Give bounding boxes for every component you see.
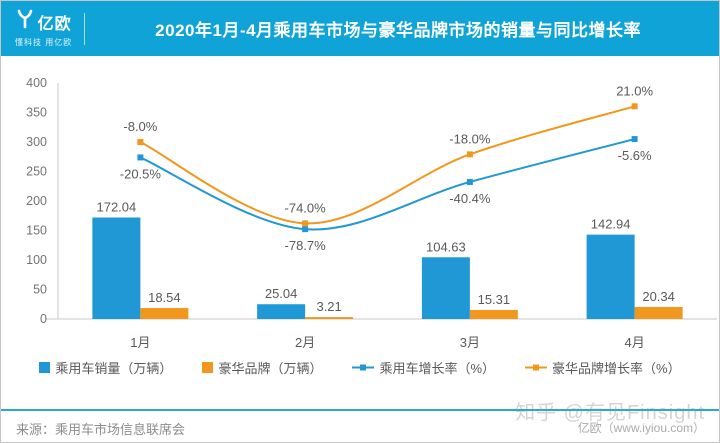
y-axis-tick-label: 400 [26,76,47,90]
bar-value-label: 25.04 [265,286,298,301]
bar-luxury [469,309,518,319]
line-marker-passenger [466,178,473,185]
credit-yiou: 亿欧（www.iyiou.com） [577,421,705,435]
x-axis-label: 1月 [130,335,150,350]
bar-value-label: 172.04 [96,199,136,214]
legend-label: 豪华品牌增长率（%） [552,361,681,376]
legend-swatch-square [202,362,214,373]
source-note: 来源：乘用车市场信息联席会 [16,422,186,437]
legend-item: 豪华品牌（万辆） [202,358,322,377]
pct-label-luxury: -18.0% [449,131,491,146]
yiou-logo-icon [16,9,34,34]
chart-area: 400 350 300 250 200 150 100 50 0 1月 2月 3月 4月 172.04 25… [1,59,719,359]
legend-item: 乘用车销量（万辆） [39,358,172,377]
legend-item: 乘用车增长率（%） [352,358,495,377]
line-marker-luxury [137,139,144,146]
bar-luxury [305,317,354,319]
line-marker-passenger [137,154,144,161]
line-marker-luxury [466,151,473,158]
y-axis-tick-label: 350 [26,106,47,120]
page-title: 2020年1月-4月乘用车市场与豪华品牌市场的销量与同比增长率 [155,21,642,40]
bar-passenger [257,304,306,319]
pct-label-passenger: -40.4% [449,191,491,206]
chart-legend: 乘用车销量（万辆） 豪华品牌（万辆） 乘用车增长率（%） 豪华品牌增长率（%） [1,358,719,377]
x-axis-label: 2月 [295,335,315,350]
logo: 亿欧 懂科技 用亿欧 [1,9,84,48]
y-axis-tick-label: 300 [26,135,47,149]
legend-swatch-square [39,362,51,373]
legend-label: 豪华品牌（万辆） [218,361,323,376]
combo-chart: 400 350 300 250 200 150 100 50 0 1月 2月 3月 4月 172.04 25… [26,76,717,350]
legend-label: 乘用车销量（万辆） [55,361,173,376]
line-marker-luxury [631,103,638,110]
legend-swatch-line [525,364,548,371]
bar-value-label: 104.63 [426,239,466,254]
bar-passenger [421,257,470,319]
line-marker-passenger [302,226,309,233]
line-marker-passenger [631,136,638,143]
pct-label-luxury: -74.0% [285,200,327,215]
bar-value-label: 15.31 [478,292,511,307]
line-marker-luxury [302,220,309,227]
bar-luxury [140,308,189,319]
bar-luxury [634,306,683,319]
watermark-zhihu: 知乎 @有见Finsight [515,402,705,424]
x-axis-label: 3月 [460,335,480,350]
legend-item: 豪华品牌增长率（%） [525,358,681,377]
bar-passenger [586,234,635,319]
header-divider [84,12,86,45]
y-axis-tick-label: 50 [33,283,47,297]
y-axis-tick-label: 100 [26,253,47,267]
legend-swatch-line [352,364,375,371]
y-axis-tick-label: 0 [40,312,47,326]
bar-passenger [92,217,141,319]
legend-label: 乘用车增长率（%） [379,361,496,376]
y-axis-tick-label: 200 [26,194,47,208]
x-axis-label: 4月 [625,335,645,350]
y-axis-tick-label: 150 [26,224,47,238]
bar-value-label: 18.54 [148,290,181,305]
pct-label-passenger: -5.6% [618,148,652,163]
bar-value-label: 142.94 [591,217,631,232]
growth-line-passenger [139,138,635,231]
bar-value-label: 20.34 [642,289,675,304]
logo-tagline: 懂科技 用亿欧 [15,38,73,47]
pct-label-passenger: -78.7% [285,238,327,253]
footer-divider-line [1,409,719,411]
bar-value-label: 3.21 [316,299,341,314]
pct-label-luxury: -8.0% [123,119,157,134]
growth-line-luxury [139,105,635,225]
header-banner: 亿欧 懂科技 用亿欧 2020年1月-4月乘用车市场与豪华品牌市场的销量与同比增… [1,1,719,56]
pct-label-passenger: -20.5% [120,166,162,181]
pct-label-luxury: 21.0% [616,83,653,98]
y-axis-tick-label: 250 [26,165,47,179]
logo-text: 亿欧 [37,15,72,33]
